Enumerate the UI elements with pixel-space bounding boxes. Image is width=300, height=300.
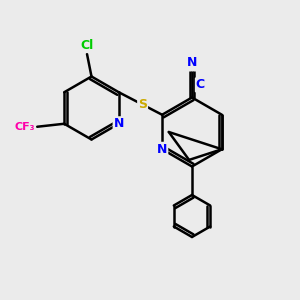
- Text: S: S: [138, 98, 147, 111]
- Text: Cl: Cl: [80, 39, 94, 52]
- Text: N: N: [114, 117, 124, 130]
- Text: N: N: [187, 56, 197, 69]
- Text: N: N: [157, 143, 167, 156]
- Text: C: C: [196, 78, 205, 92]
- Text: CF₃: CF₃: [14, 122, 35, 132]
